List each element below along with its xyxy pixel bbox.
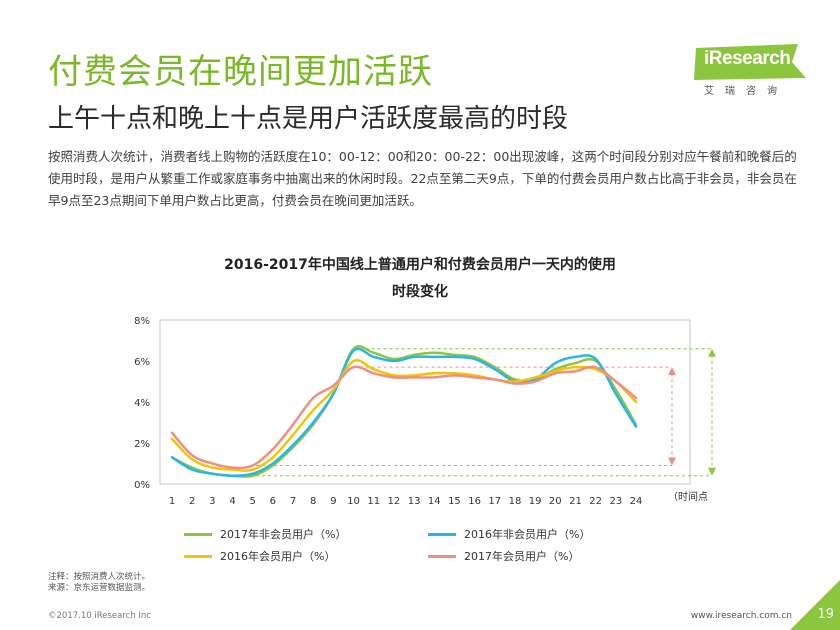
x-tick-label: 15 — [448, 496, 461, 507]
series-line-2017-non-member — [170, 344, 638, 478]
series-line-2016-member — [170, 359, 638, 472]
chart-title-line-2: 时段变化 — [392, 284, 448, 300]
x-tick-label: 5 — [250, 496, 256, 507]
x-axis-label: （时间点 — [668, 490, 708, 503]
x-tick-label: 6 — [270, 496, 276, 507]
x-tick-label: 12 — [388, 496, 401, 507]
y-tick-label: 0% — [134, 480, 150, 491]
y-tick-label: 8% — [134, 316, 150, 327]
chart-legend: 2017年非会员用户（%） 2016年非会员用户（%） 2016年会员用户（%）… — [184, 526, 644, 570]
page-corner-icon — [790, 580, 840, 630]
legend-item-2017-non-member: 2017年非会员用户（%） — [184, 526, 346, 542]
x-tick-label: 16 — [468, 496, 481, 507]
series-line-2016-non-member — [170, 347, 638, 478]
x-tick-label: 13 — [408, 496, 421, 507]
x-tick-label: 3 — [209, 496, 215, 507]
x-tick-label: 20 — [549, 496, 562, 507]
logo-wordmark: iResearch — [704, 48, 791, 69]
page-number: 19 — [817, 607, 834, 622]
range-arrow-head-up — [708, 348, 716, 357]
legend-swatch-2017-non-member — [184, 532, 212, 536]
logo-banner-icon — [694, 44, 806, 80]
x-tick-label: 17 — [488, 496, 501, 507]
legend-swatch-2017-member — [428, 554, 456, 558]
series-line-2017-member — [170, 365, 638, 470]
legend-label-2017-member: 2017年会员用户（%） — [464, 550, 580, 563]
legend-item-2017-member: 2017年会员用户（%） — [428, 548, 579, 564]
y-tick-label: 2% — [134, 439, 150, 450]
chart-notes: 注释：按照消费人次统计。 来源：京东运营数据监测。 — [48, 572, 150, 594]
legend-item-2016-member: 2016年会员用户（%） — [184, 548, 335, 564]
x-tick-label: 2 — [189, 496, 195, 507]
page-title: 付费会员在晚间更加活跃 — [48, 52, 433, 92]
x-tick-label: 11 — [367, 496, 380, 507]
copyright-text: ©2017.10 iResearch Inc — [48, 611, 151, 621]
page-subtitle: 上午十点和晚上十点是用户活跃度最高的时段 — [48, 104, 569, 134]
legend-label-2016-non-member: 2016年非会员用户（%） — [464, 528, 591, 541]
logo-subtitle: 艾瑞咨询 — [704, 86, 788, 97]
legend-item-2016-non-member: 2016年非会员用户（%） — [428, 526, 590, 542]
x-tick-label: 19 — [529, 496, 542, 507]
legend-label-2016-member: 2016年会员用户（%） — [220, 550, 336, 563]
y-tick-label: 4% — [134, 398, 150, 409]
x-tick-label: 7 — [290, 496, 296, 507]
x-tick-label: 24 — [630, 496, 643, 507]
legend-swatch-2016-non-member — [428, 532, 456, 536]
x-tick-label: 1 — [169, 496, 175, 507]
legend-label-2017-non-member: 2017年非会员用户（%） — [220, 528, 347, 541]
range-arrow-head-up — [668, 367, 676, 376]
x-tick-label: 18 — [509, 496, 522, 507]
footer-url-link[interactable]: www.iresearch.com.cn — [690, 611, 792, 621]
x-tick-label: 14 — [428, 496, 441, 507]
page-number-badge: 19 — [790, 580, 840, 630]
note-line: 注释：按照消费人次统计。 — [48, 572, 151, 582]
plot-frame — [159, 319, 691, 485]
range-arrow-head-down — [668, 457, 676, 466]
x-tick-label: 8 — [310, 496, 316, 507]
y-tick-label: 6% — [134, 357, 150, 368]
description-text: 按照消费人次统计，消费者线上购物的活跃度在10：00-12：00和20：00-2… — [48, 149, 797, 208]
legend-swatch-2016-member — [184, 554, 212, 558]
iresearch-logo[interactable]: iResearch 艾瑞咨询 — [690, 44, 810, 100]
chart-title: 2016-2017年中国线上普通用户和付费会员用户一天内的使用 时段变化 — [180, 252, 660, 306]
source-line: 来源：京东运营数据监测。 — [48, 583, 151, 593]
chart-title-line-1: 2016-2017年中国线上普通用户和付费会员用户一天内的使用 — [224, 257, 616, 273]
x-tick-label: 4 — [229, 496, 235, 507]
x-tick-label: 9 — [330, 496, 336, 507]
x-tick-label: 21 — [569, 496, 582, 507]
x-tick-label: 23 — [609, 496, 622, 507]
x-tick-label: 22 — [589, 496, 602, 507]
x-tick-label: 10 — [347, 496, 360, 507]
range-arrow-head-down — [708, 467, 716, 476]
